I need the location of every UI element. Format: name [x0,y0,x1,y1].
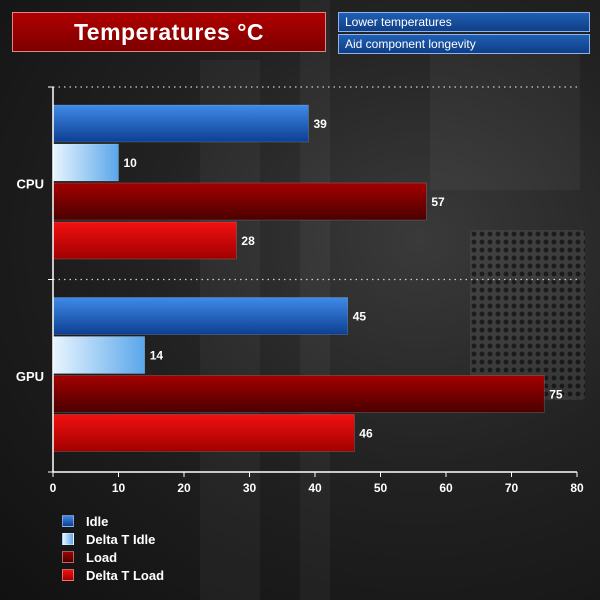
note-line-1: Lower temperatures [338,12,590,32]
x-tick-label: 40 [308,481,322,495]
bar-delta-load [52,414,355,452]
x-tick-label: 10 [112,481,126,495]
bar-idle [52,104,309,143]
data-label: 75 [549,388,563,402]
x-tick-label: 60 [439,481,453,495]
data-label: 45 [353,310,367,324]
legend-swatch-delta-idle [62,533,74,545]
data-label: 14 [150,349,164,363]
category-label: CPU [17,176,44,191]
background-mesh [470,230,585,400]
data-label: 28 [241,234,255,248]
legend-swatch-load [62,551,74,563]
data-label: 10 [124,156,138,170]
note-line-2: Aid component longevity [338,34,590,54]
data-label: 39 [313,117,327,131]
chart-title: Temperatures °C [12,12,326,52]
x-tick-label: 70 [505,481,519,495]
background-panel [430,40,580,190]
category-label: GPU [16,369,44,384]
legend-label: Load [86,549,118,565]
x-tick-label: 20 [177,481,191,495]
data-label: 57 [431,195,445,209]
x-tick-label: 50 [374,481,388,495]
legend: Idle Delta T Idle Load Delta T Load [62,512,164,584]
legend-swatch-delta-load [62,569,74,581]
legend-item: Idle [62,512,164,530]
bar-delta-load [52,221,237,260]
legend-swatch-idle [62,515,74,527]
bar-delta-idle [52,336,145,374]
legend-item: Delta T Idle [62,530,164,548]
legend-label: Idle [86,513,109,529]
legend-label: Delta T Load [86,567,165,583]
bar-delta-idle [52,143,119,182]
bar-load [52,375,545,413]
x-tick-label: 30 [243,481,257,495]
legend-label: Delta T Idle [86,531,156,547]
bar-load [52,182,427,221]
x-tick-label: 0 [50,481,57,495]
bar-idle [52,297,349,335]
data-label: 46 [359,427,373,441]
x-tick-label: 80 [570,481,584,495]
legend-item: Delta T Load [62,566,164,584]
legend-item: Load [62,548,164,566]
